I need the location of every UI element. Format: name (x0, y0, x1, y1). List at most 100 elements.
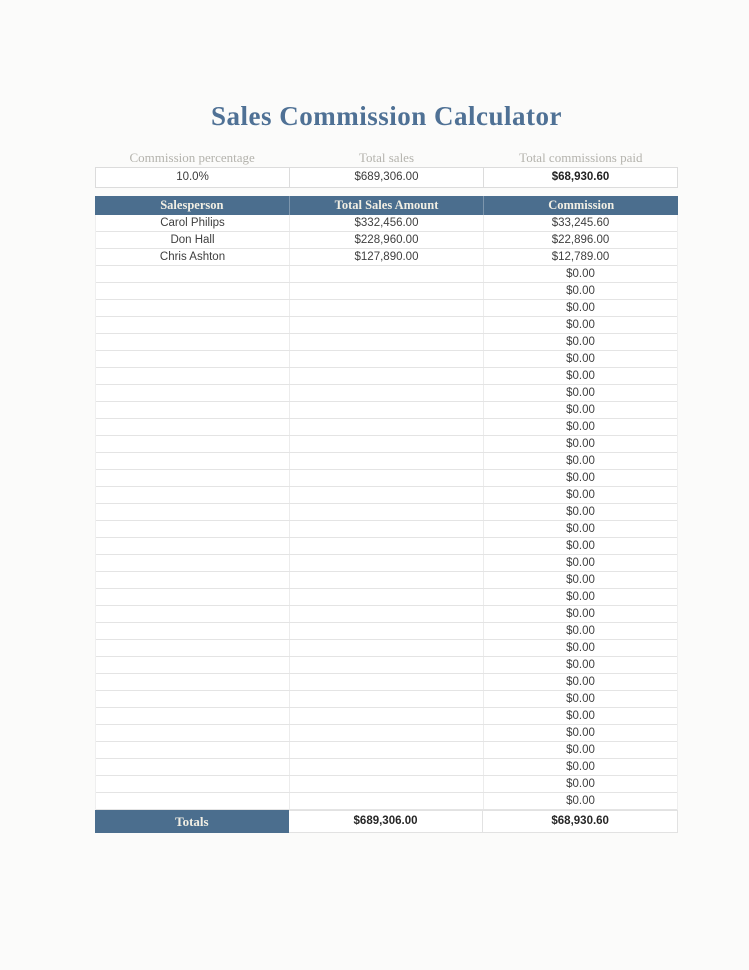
cell-total-sales (290, 317, 484, 333)
table-row: $0.00 (96, 300, 677, 317)
table-row: $0.00 (96, 538, 677, 555)
cell-salesperson (96, 674, 290, 690)
cell-salesperson (96, 419, 290, 435)
summary-label: Total commissions paid (519, 150, 643, 165)
cell-salesperson (96, 725, 290, 741)
cell-commission: $0.00 (566, 438, 595, 450)
table-row: $0.00 (96, 385, 677, 402)
cell-total-sales (290, 555, 484, 571)
cell-commission: $22,896.00 (551, 234, 610, 246)
cell-commission: $0.00 (566, 489, 595, 501)
cell-salesperson (96, 793, 290, 809)
cell-commission: $0.00 (566, 778, 595, 790)
cell-salesperson (96, 470, 290, 486)
cell-commission: $0.00 (566, 557, 595, 569)
cell-commission: $0.00 (566, 795, 595, 807)
table-row: $0.00 (96, 266, 677, 283)
cell-commission: $0.00 (566, 523, 595, 535)
cell-salesperson (96, 691, 290, 707)
cell-total-sales (290, 759, 484, 775)
cell-total-sales (290, 674, 484, 690)
cell-salesperson (96, 657, 290, 673)
cell-total-sales (290, 266, 484, 282)
table-header-row: Salesperson Total Sales Amount Commission (95, 196, 678, 215)
cell-commission: $0.00 (566, 319, 595, 331)
cell-salesperson (96, 555, 290, 571)
table-row: $0.00 (96, 521, 677, 538)
cell-salesperson: Chris Ashton (96, 249, 290, 265)
commission-table: Salesperson Total Sales Amount Commission … (95, 196, 679, 833)
cell-total-sales (290, 283, 484, 299)
totals-commission: $68,930.60 (483, 810, 679, 833)
cell-salesperson (96, 606, 290, 622)
totals-label: Totals (95, 810, 289, 833)
cell-total-sales (290, 589, 484, 605)
cell-commission: $0.00 (566, 506, 595, 518)
cell-salesperson: Carol Philips (96, 215, 290, 231)
table-row: $0.00 (96, 334, 677, 351)
cell-total-sales (290, 504, 484, 520)
cell-commission: $0.00 (566, 540, 595, 552)
cell-salesperson (96, 742, 290, 758)
cell-total-sales: $228,960.00 (290, 232, 484, 248)
cell-salesperson (96, 759, 290, 775)
cell-salesperson (96, 266, 290, 282)
table-row: $0.00 (96, 742, 677, 759)
cell-total-sales (290, 368, 484, 384)
cell-total-sales (290, 776, 484, 792)
cell-commission: $0.00 (566, 693, 595, 705)
cell-total-sales (290, 793, 484, 809)
table-row: $0.00 (96, 555, 677, 572)
cell-total-sales (290, 487, 484, 503)
page-title: Sales Commission Calculator (211, 101, 562, 131)
cell-total-sales (290, 742, 484, 758)
cell-salesperson (96, 623, 290, 639)
table-row: $0.00 (96, 453, 677, 470)
cell-total-sales (290, 402, 484, 418)
cell-commission: $0.00 (566, 302, 595, 314)
table-row: $0.00 (96, 436, 677, 453)
cell-salesperson (96, 487, 290, 503)
summary-value: $689,306.00 (290, 168, 484, 187)
cell-salesperson (96, 334, 290, 350)
table-row: $0.00 (96, 572, 677, 589)
cell-total-sales (290, 725, 484, 741)
table-row: $0.00 (96, 759, 677, 776)
cell-total-sales (290, 300, 484, 316)
cell-total-sales (290, 640, 484, 656)
cell-salesperson (96, 776, 290, 792)
cell-salesperson (96, 436, 290, 452)
cell-salesperson (96, 317, 290, 333)
cell-commission: $0.00 (566, 625, 595, 637)
cell-total-sales (290, 708, 484, 724)
cell-total-sales: $332,456.00 (290, 215, 484, 231)
cell-total-sales (290, 538, 484, 554)
cell-commission: $0.00 (566, 268, 595, 280)
cell-salesperson (96, 300, 290, 316)
cell-salesperson (96, 385, 290, 401)
cell-total-sales (290, 623, 484, 639)
cell-total-sales (290, 351, 484, 367)
table-row: $0.00 (96, 793, 677, 810)
cell-commission: $0.00 (566, 761, 595, 773)
cell-commission: $0.00 (566, 676, 595, 688)
cell-commission: $0.00 (566, 727, 595, 739)
cell-salesperson (96, 708, 290, 724)
table-row: $0.00 (96, 640, 677, 657)
table-row: $0.00 (96, 589, 677, 606)
table-row: Don Hall $228,960.00 $22,896.00 (96, 232, 677, 249)
cell-commission: $0.00 (566, 370, 595, 382)
cell-salesperson (96, 453, 290, 469)
cell-total-sales (290, 419, 484, 435)
column-header: Salesperson (95, 196, 290, 215)
cell-commission: $0.00 (566, 421, 595, 433)
column-header: Commission (548, 198, 615, 212)
cell-commission: $0.00 (566, 285, 595, 297)
cell-commission: $0.00 (566, 574, 595, 586)
summary-values-row: 10.0% $689,306.00 $68,930.60 (95, 167, 678, 188)
summary-value: 10.0% (96, 168, 290, 187)
cell-total-sales (290, 657, 484, 673)
table-row: $0.00 (96, 606, 677, 623)
summary-value: $68,930.60 (551, 171, 610, 183)
cell-total-sales: $127,890.00 (290, 249, 484, 265)
